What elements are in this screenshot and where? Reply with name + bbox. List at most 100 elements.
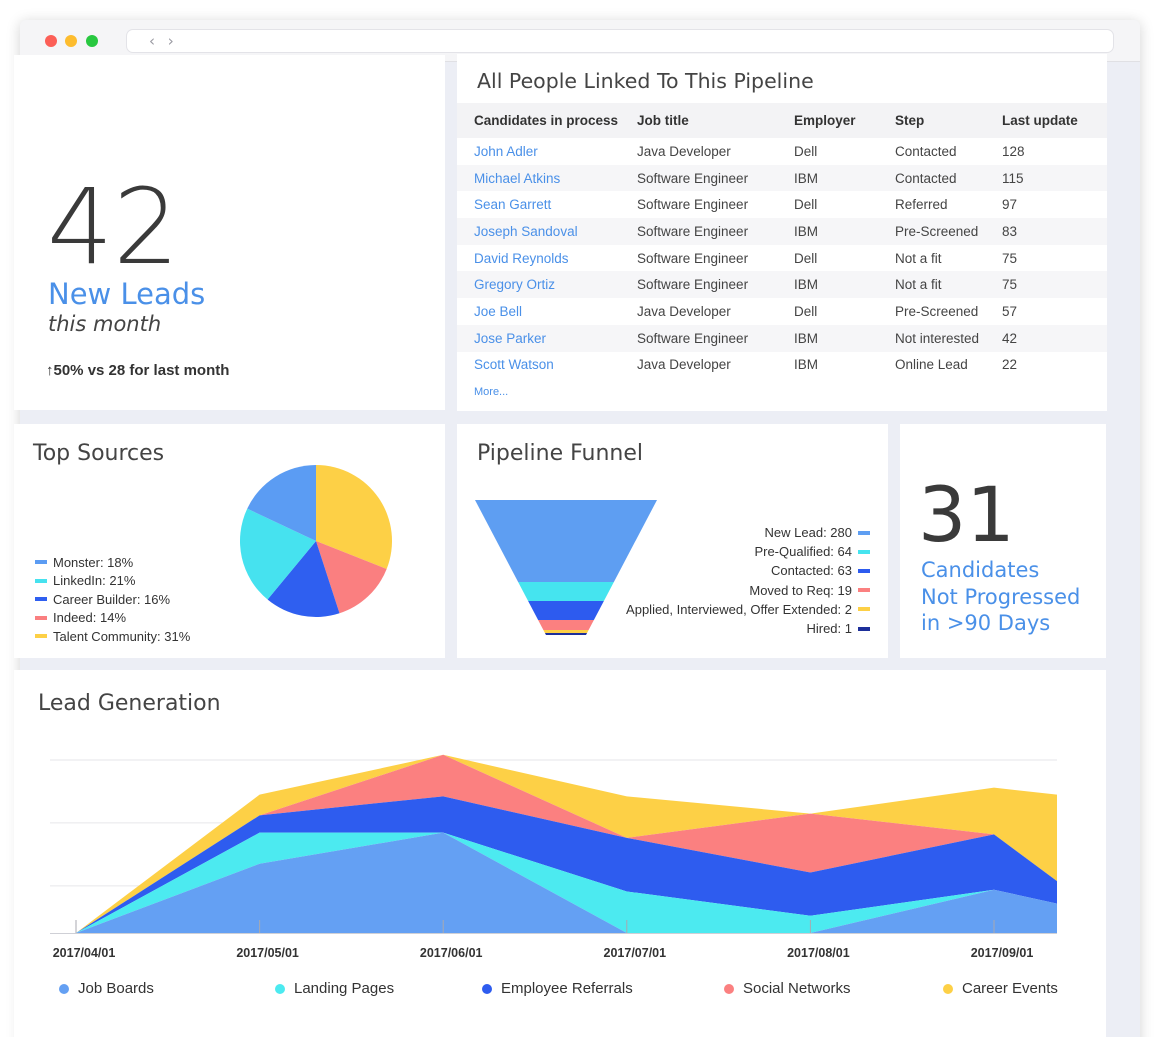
step-cell: Contacted — [895, 170, 957, 186]
funnel-legend-label: Moved to Req: 19 — [749, 582, 852, 598]
pie-slice-monster[interactable] — [247, 465, 316, 541]
funnel-legend-label: Contacted: 63 — [771, 563, 852, 579]
x-axis-tick-label: 2017/07/01 — [604, 946, 667, 960]
pipeline-people-title: All People Linked To This Pipeline — [477, 69, 814, 93]
address-bar[interactable]: ‹ › — [126, 29, 1114, 53]
candidate-name-link[interactable]: Jose Parker — [474, 330, 547, 346]
pie-slice-linkedin[interactable] — [240, 508, 316, 600]
column-header-step[interactable]: Step — [895, 103, 1002, 138]
table-cell: Contacted — [895, 138, 1002, 165]
legend-swatch — [35, 578, 47, 583]
table-cell: 115 — [1002, 164, 1107, 192]
funnel-legend-item: Moved to Req: 19 — [626, 581, 870, 600]
area-series-job-boards[interactable] — [76, 832, 1057, 933]
column-header-employer[interactable]: Employer — [794, 103, 895, 138]
table-cell: Sean Garrett — [457, 191, 637, 218]
step-cell: Contacted — [895, 143, 957, 159]
lead-generation-legend-item[interactable]: Social Networks — [724, 980, 851, 997]
lead-generation-legend-item[interactable]: Career Events — [943, 980, 1058, 997]
column-header-candidates[interactable]: Candidates in process — [457, 103, 637, 138]
close-window-button[interactable] — [45, 35, 57, 47]
funnel-legend-item: Hired: 1 — [626, 619, 870, 638]
table-cell: Software Engineer — [637, 245, 794, 272]
table-row[interactable]: Scott Watson Java Developer IBM Online Lead… — [457, 352, 1107, 379]
table-cell: Java Developer — [637, 352, 794, 379]
table-row[interactable]: David Reynolds Software Engineer Dell Not a… — [457, 245, 1107, 272]
candidate-name-link[interactable]: Michael Atkins — [474, 170, 561, 186]
last-update-cell: 75 — [1002, 250, 1018, 266]
lead-generation-title: Lead Generation — [38, 691, 221, 716]
step-cell: Pre-Screened — [895, 223, 979, 239]
table-cell: Software Engineer — [637, 164, 794, 192]
job-title-cell: Software Engineer — [637, 170, 749, 186]
area-series-employee-referrals[interactable] — [76, 796, 1057, 933]
candidate-name-link[interactable]: Joseph Sandoval — [474, 223, 578, 239]
table-cell: IBM — [794, 271, 895, 299]
table-row[interactable]: Jose Parker Software Engineer IBM Not inter… — [457, 324, 1107, 352]
legend-item: Monster: 18% — [35, 553, 190, 572]
table-cell: Software Engineer — [637, 271, 794, 299]
pie-slice-career-builder[interactable] — [267, 541, 340, 617]
job-title-cell: Software Engineer — [637, 250, 749, 266]
funnel-stage-hired[interactable] — [544, 633, 588, 635]
table-cell: Not a fit — [895, 271, 1002, 299]
funnel-stage-moved-to-req[interactable] — [538, 620, 594, 630]
minimize-window-button[interactable] — [65, 35, 77, 47]
maximize-window-button[interactable] — [86, 35, 98, 47]
table-row[interactable]: John Adler Java Developer Dell Contacted 128 — [457, 138, 1107, 165]
pipeline-funnel-chart — [475, 500, 657, 635]
pipeline-funnel-legend: New Lead: 280 Pre-Qualified: 64 Contacted:… — [626, 523, 870, 638]
legend-item: LinkedIn: 21% — [35, 572, 190, 591]
funnel-legend-item: Pre-Qualified: 64 — [626, 542, 870, 561]
area-series-career-events[interactable] — [76, 754, 1057, 933]
table-row[interactable]: Sean Garrett Software Engineer Dell Referre… — [457, 191, 1107, 218]
employer-cell: Dell — [794, 197, 818, 213]
legend-label: Monster: 18% — [53, 554, 134, 570]
table-row[interactable]: Michael Atkins Software Engineer IBM Contac… — [457, 164, 1107, 192]
lead-generation-legend-item[interactable]: Landing Pages — [275, 980, 394, 997]
candidate-name-link[interactable]: Sean Garrett — [474, 197, 552, 213]
table-cell: 75 — [1002, 271, 1107, 299]
candidate-name-link[interactable]: Gregory Ortiz — [474, 277, 556, 293]
column-header-job-title[interactable]: Job title — [637, 103, 794, 138]
job-title-cell: Software Engineer — [637, 197, 749, 213]
candidate-name-link[interactable]: John Adler — [474, 143, 538, 159]
new-leads-card: 42 New Leads this month ↑50% vs 28 for l… — [14, 55, 445, 410]
funnel-stage-pre-qualified[interactable] — [518, 582, 614, 601]
candidate-name-link[interactable]: David Reynolds — [474, 250, 569, 266]
more-link[interactable]: More... — [474, 386, 509, 398]
table-row[interactable]: Joseph Sandoval Software Engineer IBM Pre-S… — [457, 218, 1107, 245]
x-axis-tick-label: 2017/09/01 — [971, 946, 1034, 960]
new-leads-delta: ↑50% vs 28 for last month — [46, 362, 230, 379]
table-row[interactable]: Gregory Ortiz Software Engineer IBM Not a f… — [457, 271, 1107, 299]
table-cell: Dell — [794, 191, 895, 218]
back-forward-icon[interactable]: ‹ › — [149, 32, 178, 50]
pie-slice-talent-community[interactable] — [316, 465, 392, 569]
area-series-social-networks[interactable] — [76, 754, 1057, 933]
legend-label: LinkedIn: 21% — [53, 573, 136, 589]
lead-generation-legend-item[interactable]: Job Boards — [59, 980, 154, 997]
candidate-name-link[interactable]: Joe Bell — [474, 303, 523, 319]
last-update-cell: 42 — [1002, 330, 1018, 346]
employer-cell: Dell — [794, 303, 818, 319]
lead-generation-legend-item[interactable]: Employee Referrals — [482, 980, 633, 997]
funnel-legend-label: Applied, Interviewed, Offer Extended: 2 — [626, 601, 852, 617]
funnel-stage-contacted[interactable] — [528, 601, 604, 620]
area-series-landing-pages[interactable] — [76, 832, 1057, 933]
candidate-name-link[interactable]: Scott Watson — [474, 357, 554, 373]
pie-slice-indeed[interactable] — [316, 541, 387, 614]
funnel-stage-new-lead[interactable] — [475, 500, 657, 582]
column-header-last-update[interactable]: Last update — [1002, 103, 1107, 138]
x-axis-tick-label: 2017/05/01 — [236, 946, 299, 960]
table-cell: Jose Parker — [457, 324, 637, 352]
table-cell: Pre-Screened — [895, 298, 1002, 325]
job-title-cell: Java Developer — [637, 303, 731, 319]
table-cell: Joe Bell — [457, 298, 637, 325]
table-cell: Software Engineer — [637, 191, 794, 218]
pipeline-funnel-card: Pipeline Funnel New Lead: 280 Pre-Qualifi… — [457, 424, 888, 658]
table-row[interactable]: Joe Bell Java Developer Dell Pre-Screened 57 — [457, 298, 1107, 325]
table-cell: Referred — [895, 191, 1002, 218]
last-update-cell: 97 — [1002, 197, 1018, 213]
funnel-stage-applied-interviewed-offer-extended[interactable] — [543, 630, 589, 633]
employer-cell: Dell — [794, 250, 818, 266]
